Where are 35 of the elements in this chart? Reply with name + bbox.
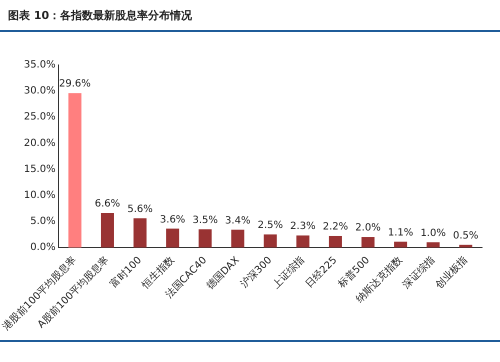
bar [134,218,147,248]
bar [198,229,212,248]
data-label: 2.3% [290,221,316,232]
bar [100,213,114,248]
y-tick-label: 30.0% [24,86,56,97]
data-label: 5.6% [127,204,153,215]
bar [296,235,310,248]
bar [231,230,244,248]
data-label: 1.0% [420,228,446,239]
bar [166,228,180,248]
y-tick-label: 20.0% [24,138,56,149]
y-tick-label: 0.0% [30,242,56,254]
bar [328,236,342,248]
data-label: 1.1% [388,227,414,238]
y-tick-label: 15.0% [24,164,56,175]
y-tick-label: 35.0% [24,60,56,71]
bar [362,237,375,248]
y-tick-label: 10.0% [24,190,56,201]
chart-title: 图表 10：各指数最新股息率分布情况 [8,8,192,23]
data-label: 2.2% [322,222,348,233]
y-tick-label: 5.0% [30,216,56,227]
data-label: 3.5% [192,214,218,226]
data-label: 2.5% [258,220,284,232]
data-label: 2.0% [355,222,381,234]
bar [264,234,277,248]
bar [426,242,440,248]
data-label: 0.5% [453,230,478,242]
data-label: 3.6% [160,214,186,226]
bar [394,242,408,248]
data-label: 6.6% [94,198,120,210]
bar [68,93,82,248]
bar [459,244,472,248]
data-label: 29.6% [59,78,91,90]
y-tick-label: 25.0% [24,112,56,123]
data-label: 3.4% [225,215,250,226]
